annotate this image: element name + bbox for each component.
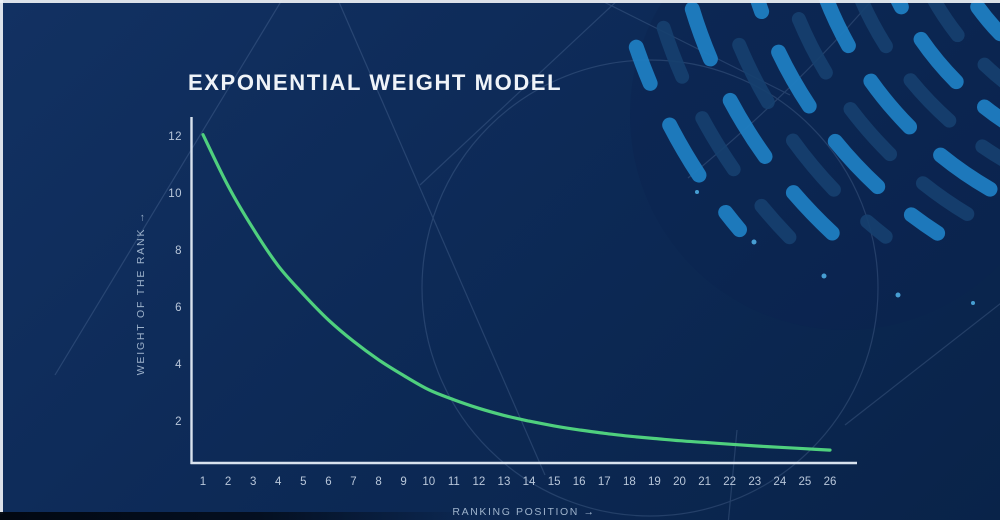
x-tick-label: 7	[350, 476, 357, 488]
decor-stripe-ring	[656, 20, 797, 245]
decor-dot	[821, 273, 827, 279]
x-tick-label: 13	[497, 476, 511, 488]
decor-dots	[695, 190, 975, 305]
decor-stripe-ring	[784, 0, 975, 221]
decor-stripe-ring	[818, 0, 998, 197]
decor-line	[419, 0, 619, 186]
decor-stripe-ring	[749, 0, 946, 241]
decor-stripe-ring	[684, 1, 840, 241]
x-tick-label: 9	[400, 476, 407, 488]
x-tick-label: 18	[622, 476, 636, 488]
x-tick-label: 20	[673, 476, 686, 488]
decor-dot	[751, 239, 757, 245]
x-tick-label: 1	[199, 476, 207, 488]
left-border	[0, 0, 3, 514]
y-tick-label: 4	[175, 358, 182, 371]
decor-line	[54, 0, 283, 376]
decor-stripe-ring	[889, 0, 1000, 128]
top-border	[0, 0, 1000, 3]
bottom-shadow	[0, 512, 470, 520]
decor-stripe-ring	[853, 0, 1000, 166]
decor-stripe-ring	[628, 39, 747, 238]
x-tick-label: 22	[723, 476, 737, 488]
exponential-curve	[201, 133, 832, 452]
decor-radial-stripes	[628, 0, 1000, 241]
y-tick-label: 10	[168, 187, 182, 200]
x-tick-label: 6	[325, 476, 332, 488]
x-tick-label: 16	[572, 476, 586, 488]
x-tick-label: 19	[648, 476, 661, 488]
decor-line	[844, 303, 1000, 426]
decor-dot	[895, 292, 901, 298]
decor-arc	[687, 0, 873, 179]
y-tick-label: 2	[175, 415, 182, 428]
x-tick-label: 4	[275, 476, 282, 488]
x-tick-label: 23	[748, 476, 762, 488]
decor-dot	[695, 190, 699, 194]
x-tick-label: 15	[547, 476, 561, 488]
y-tick-label: 8	[175, 244, 182, 257]
x-tick-label: 5	[300, 476, 307, 488]
x-tick-label: 26	[823, 476, 837, 488]
x-tick-label: 24	[773, 476, 787, 488]
decor-stripe-ring	[963, 0, 1000, 42]
decor-circle	[421, 59, 879, 517]
x-tick-label: 10	[422, 476, 436, 488]
decor-stripe-ring	[926, 0, 1000, 88]
decor-line	[337, 0, 546, 476]
decor-dot	[971, 301, 975, 305]
x-tick-label: 12	[472, 476, 486, 488]
x-tick-label: 8	[375, 476, 382, 488]
decor-stripe-ring	[718, 0, 893, 244]
y-axis-label: WEIGHT OF THE RANK →	[135, 210, 147, 376]
x-axis-label: RANKING POSITION →	[452, 506, 596, 518]
x-tick-label: 11	[447, 476, 460, 488]
y-tick-label: 12	[168, 130, 182, 143]
x-tick-label: 21	[698, 476, 711, 488]
x-tick-label: 2	[224, 476, 232, 488]
x-tick-label: 25	[798, 476, 812, 488]
x-tick-label: 14	[522, 476, 536, 488]
x-tick-label: 17	[597, 476, 611, 488]
page-title: EXPONENTIAL WEIGHT MODEL	[188, 70, 563, 95]
y-tick-label: 6	[175, 301, 182, 314]
x-tick-label: 3	[249, 476, 257, 488]
decor-radial-stripes-dark	[656, 0, 1000, 245]
